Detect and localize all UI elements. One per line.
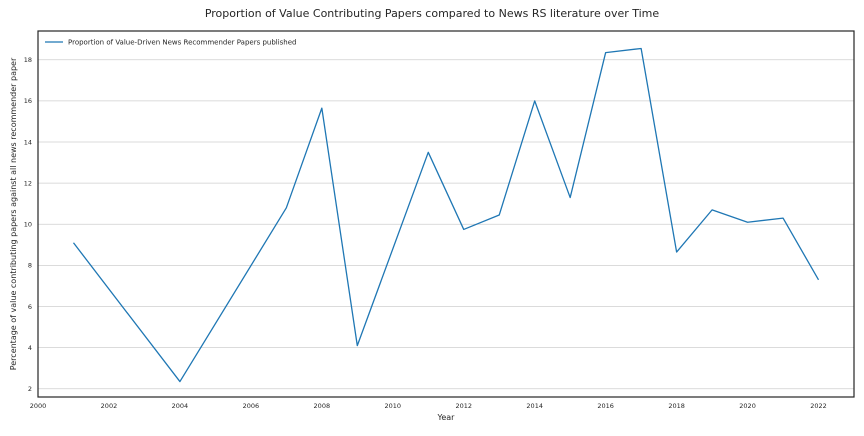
x-tick-label: 2014 (526, 402, 543, 410)
y-axis-label: Percentage of value contributing papers … (9, 57, 18, 370)
series-line (72, 47, 820, 383)
y-tick-label: 14 (24, 138, 32, 146)
y-tick-label: 4 (28, 344, 32, 352)
x-axis-label: Year (437, 413, 456, 422)
x-tick-label: 2004 (172, 402, 189, 410)
y-tick-label: 8 (28, 262, 32, 270)
x-tick-label: 2018 (668, 402, 685, 410)
y-tick-label: 16 (24, 97, 32, 105)
series-layer (72, 47, 820, 383)
x-tick-label: 2010 (385, 402, 402, 410)
x-tick-label: 2016 (597, 402, 614, 410)
plot-frame (37, 30, 855, 398)
y-tick-label: 18 (24, 56, 32, 64)
x-tick-label: 2006 (243, 402, 260, 410)
y-axis-ticks: 2 4 6 8 10 12 14 16 18 (24, 56, 32, 393)
x-tick-label: 2002 (101, 402, 118, 410)
x-tick-label: 2008 (314, 402, 331, 410)
y-tick-label: 6 (28, 303, 32, 311)
y-tick-label: 12 (24, 179, 32, 187)
gridlines (38, 59, 854, 390)
legend: Proportion of Value-Driven News Recommen… (45, 39, 297, 47)
x-tick-label: 2000 (30, 402, 47, 410)
legend-label: Proportion of Value-Driven News Recommen… (68, 39, 297, 47)
x-tick-label: 2012 (455, 402, 472, 410)
x-tick-label: 2022 (810, 402, 827, 410)
chart-title: Proportion of Value Contributing Papers … (205, 7, 660, 20)
x-axis-ticks: 2000 2002 2004 2006 2008 2010 2012 2014 2016 2018… (30, 402, 827, 410)
y-tick-label: 10 (24, 221, 32, 229)
x-tick-label: 2020 (739, 402, 756, 410)
y-tick-label: 2 (28, 385, 32, 393)
